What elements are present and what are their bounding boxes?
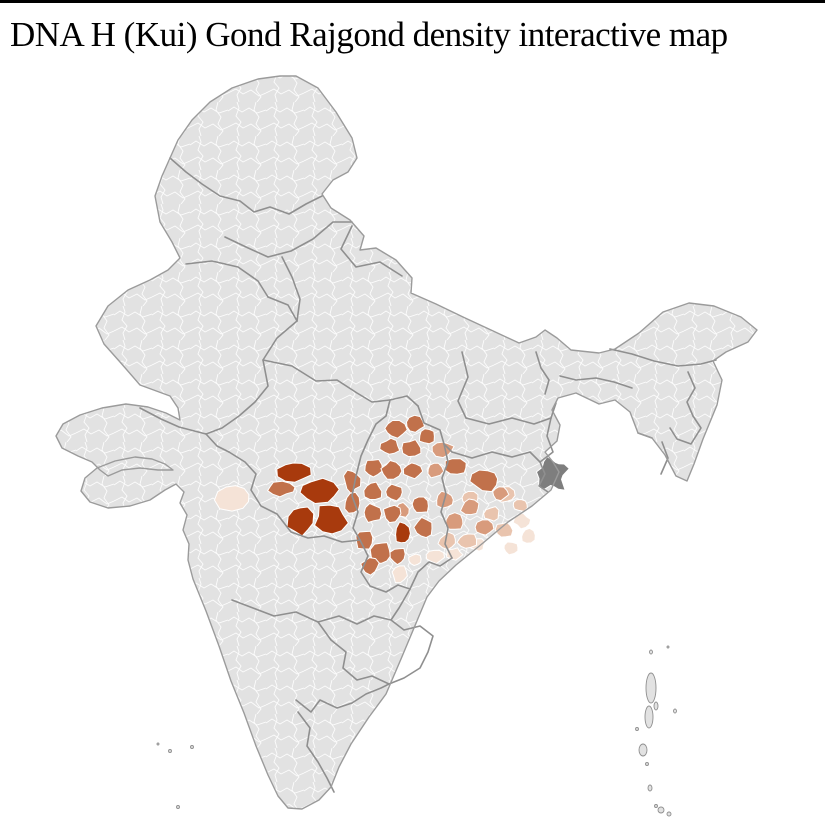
state-border-line bbox=[550, 402, 557, 419]
andaman-nicobar-and-lakshadweep-islands bbox=[156, 645, 677, 817]
island bbox=[176, 805, 180, 809]
island bbox=[673, 708, 677, 714]
island bbox=[635, 727, 639, 731]
density-district-level-1[interactable] bbox=[425, 549, 446, 565]
state-border-line bbox=[535, 351, 550, 395]
density-district-level-4[interactable] bbox=[444, 458, 467, 475]
state-border-line bbox=[359, 539, 411, 593]
density-district-level-2[interactable] bbox=[437, 531, 456, 551]
density-district-level-4[interactable] bbox=[364, 459, 384, 478]
density-districts-layer bbox=[214, 414, 570, 584]
island bbox=[649, 649, 653, 655]
density-district-level-1[interactable] bbox=[521, 527, 536, 544]
island bbox=[654, 804, 658, 808]
state-border-line bbox=[351, 683, 390, 704]
state-border-line bbox=[262, 359, 419, 407]
density-district-level-4[interactable] bbox=[355, 530, 374, 550]
state-border-line bbox=[443, 443, 541, 463]
density-district-level-4[interactable] bbox=[363, 481, 383, 500]
state-border-line bbox=[297, 711, 335, 793]
density-district-level-3[interactable] bbox=[427, 462, 445, 479]
density-district-level-5[interactable] bbox=[314, 504, 349, 535]
state-border-line bbox=[660, 441, 669, 475]
density-district-level-4[interactable] bbox=[379, 437, 401, 455]
state-border-line bbox=[440, 443, 453, 559]
island bbox=[156, 742, 160, 746]
density-district-level-4[interactable] bbox=[363, 503, 383, 523]
density-district-level-5[interactable] bbox=[299, 477, 340, 504]
state-border-line bbox=[205, 320, 298, 435]
density-district-level-5[interactable] bbox=[276, 462, 312, 483]
density-district-level-4[interactable] bbox=[406, 414, 425, 433]
density-district-level-1[interactable] bbox=[214, 485, 250, 512]
density-district-level-4[interactable] bbox=[389, 547, 406, 566]
density-district-level-2[interactable] bbox=[483, 506, 500, 522]
state-border-line bbox=[267, 296, 298, 322]
density-district-level-2[interactable] bbox=[512, 499, 528, 512]
density-district-level-3[interactable] bbox=[459, 498, 480, 516]
island bbox=[647, 784, 653, 792]
state-border-line bbox=[538, 461, 549, 493]
state-border-line bbox=[457, 351, 469, 419]
density-district-level-4[interactable] bbox=[380, 460, 403, 480]
density-district-level-4[interactable] bbox=[401, 439, 422, 458]
density-district-level-4[interactable] bbox=[402, 462, 424, 480]
density-district-level-5[interactable] bbox=[395, 521, 411, 544]
island bbox=[657, 806, 665, 814]
island bbox=[638, 743, 648, 757]
density-district-level-2[interactable] bbox=[494, 521, 514, 538]
density-district-level-4[interactable] bbox=[267, 480, 296, 498]
state-border-line bbox=[317, 619, 434, 685]
density-district-level-4[interactable] bbox=[382, 504, 402, 524]
density-district-level-1[interactable] bbox=[503, 541, 519, 556]
density-district-level-4[interactable] bbox=[418, 428, 435, 445]
state-border-line bbox=[224, 221, 353, 258]
state-border-line bbox=[205, 433, 230, 453]
state-border-line bbox=[409, 557, 453, 590]
delta-nodata-region[interactable] bbox=[536, 456, 570, 491]
state-border-line bbox=[295, 699, 353, 713]
state-border-line bbox=[281, 256, 301, 322]
island bbox=[666, 811, 672, 817]
state-border-line bbox=[686, 371, 696, 417]
island bbox=[653, 701, 659, 711]
island bbox=[645, 762, 649, 766]
density-district-level-1[interactable] bbox=[408, 553, 422, 566]
density-district-level-4[interactable] bbox=[413, 516, 433, 539]
state-border-line bbox=[559, 375, 633, 389]
density-district-level-4[interactable] bbox=[385, 483, 403, 502]
state-border-line bbox=[169, 157, 323, 215]
island bbox=[645, 672, 657, 704]
state-border-line bbox=[539, 417, 554, 463]
page-title: DNA H (Kui) Gond Rajgond density interac… bbox=[10, 15, 728, 54]
island bbox=[190, 745, 194, 749]
state-border-line bbox=[609, 348, 717, 367]
density-district-level-3[interactable] bbox=[492, 486, 510, 502]
state-border-line bbox=[417, 405, 445, 445]
island bbox=[666, 645, 670, 649]
state-border-line bbox=[351, 399, 391, 541]
density-district-level-3[interactable] bbox=[474, 519, 495, 536]
top-border-rule bbox=[0, 0, 825, 3]
island bbox=[168, 749, 172, 753]
island bbox=[644, 705, 654, 729]
density-district-level-3[interactable] bbox=[431, 441, 455, 459]
state-border-line bbox=[340, 225, 403, 277]
state-border-line bbox=[465, 417, 552, 425]
india-coastline bbox=[55, 75, 758, 810]
density-district-level-1[interactable] bbox=[391, 565, 408, 584]
density-district-level-4[interactable] bbox=[384, 419, 408, 439]
density-district-level-4[interactable] bbox=[469, 469, 499, 493]
density-district-level-4[interactable] bbox=[411, 496, 429, 513]
state-border-line bbox=[228, 451, 361, 543]
state-border-line bbox=[231, 588, 411, 625]
state-borders bbox=[139, 157, 717, 793]
density-district-level-2[interactable] bbox=[456, 533, 478, 549]
state-border-line bbox=[139, 407, 207, 435]
state-border-line bbox=[669, 415, 702, 445]
state-border-line bbox=[185, 260, 269, 298]
